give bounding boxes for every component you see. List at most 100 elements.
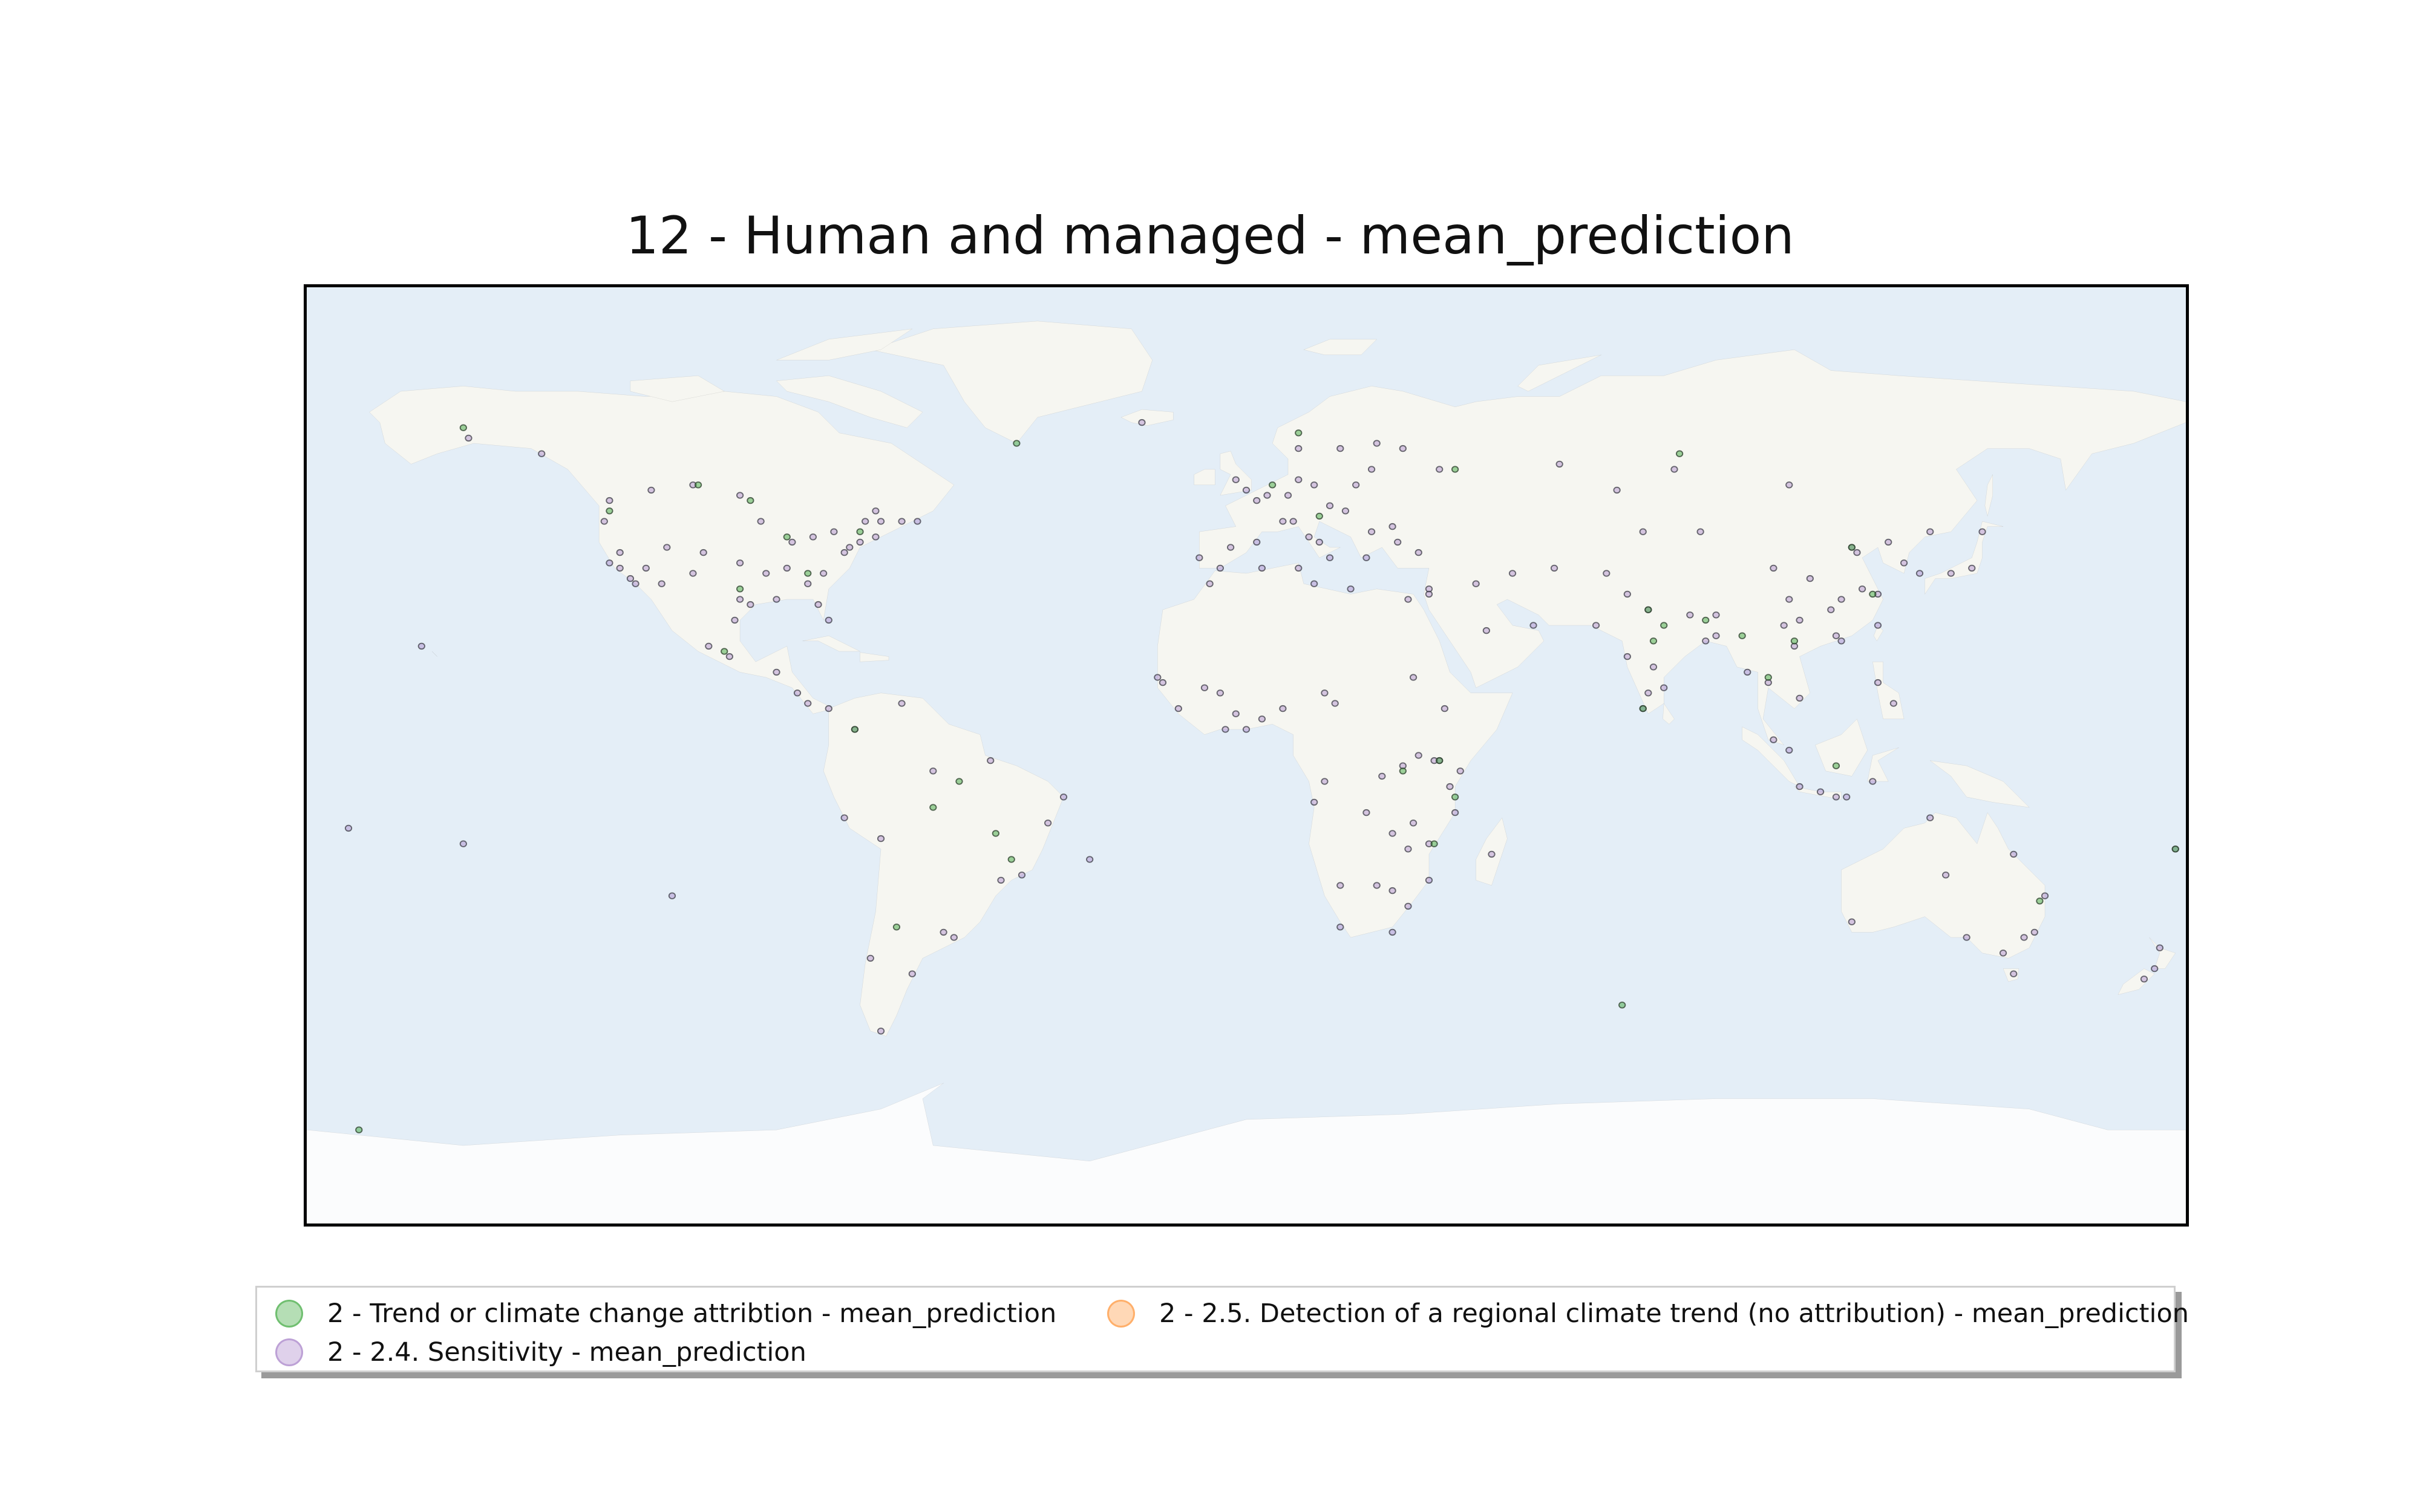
sensitivity-point [1221,726,1229,733]
sensitivity-point [658,580,666,587]
sensitivity-point [1853,549,1861,556]
trend-point [929,804,937,811]
sensitivity-point [987,757,995,764]
sensitivity-point [898,700,906,707]
sensitivity-point [1336,882,1344,889]
land-novaya-zemlya [1518,355,1601,391]
sensitivity-point [731,616,739,624]
world-map[interactable] [304,284,2189,1227]
sensitivity-point [898,518,906,525]
sensitivity-point [705,642,713,650]
land-borneo [1815,719,1867,777]
trend-point [1639,705,1647,712]
trend-point [1618,1002,1626,1009]
sensitivity-point [877,1028,885,1035]
sensitivity-point [1242,486,1251,494]
sensitivity-point [872,507,880,515]
trend-point [1675,450,1684,457]
sensitivity-point [1796,616,1804,624]
land-new-guinea [1930,761,2029,807]
sensitivity-point [1550,564,1558,572]
land-victoria-island [630,376,724,402]
sensitivity-point [809,533,817,541]
sensitivity-point [417,642,425,650]
sensitivity-point [616,549,624,556]
trend-point [955,778,963,785]
sensitivity-point [1399,445,1407,452]
sensitivity-point [1295,445,1303,452]
trend-point [355,1126,363,1133]
sensitivity-point [1885,538,1892,546]
sensitivity-point [1263,492,1271,499]
sensitivity-point [1837,637,1845,645]
sensitivity-point [825,705,832,712]
sensitivity-point [997,876,1005,884]
sensitivity-point [1644,689,1652,697]
sensitivity-point [1154,674,1162,681]
sensitivity-point [2140,976,2148,983]
sensitivity-point [1394,538,1402,546]
sensitivity-point [689,570,697,577]
sensitivity-point [1508,570,1517,577]
sensitivity-point [1347,585,1355,593]
sensitivity-point [793,689,802,697]
sensitivity-point [1446,783,1454,790]
sensitivity-point [1843,793,1851,801]
sensitivity-point [1373,882,1381,889]
sensitivity-point [1482,627,1491,634]
sensitivity-point [1436,466,1444,473]
sensitivity-point [877,835,885,842]
trend-point [1451,793,1459,801]
sensitivity-point [788,538,796,546]
land-sulawesi [1868,748,1899,781]
sensitivity-point [1603,570,1611,577]
sensitivity-point [1785,596,1793,603]
land-ireland [1194,469,1215,485]
sensitivity-point [1310,580,1318,587]
sensitivity-point [1362,554,1370,561]
land-greenland [871,321,1153,443]
land-sakhalin [1985,475,1993,516]
sensitivity-point [1430,757,1438,764]
sensitivity-point [1529,622,1537,629]
sensitivity-point [2041,892,2049,899]
sensitivity-point [1200,684,1209,691]
trend-point [1315,512,1323,520]
sensitivity-point [830,528,838,535]
map-title: 12 - Human and managed - mean_prediction [626,206,1794,266]
sensitivity-point [1670,466,1678,473]
sensitivity-point [1378,772,1386,780]
land-layer [307,321,2186,1224]
sensitivity-point [725,653,733,660]
sensitivity-point [1321,689,1329,697]
sensitivity-point [1837,596,1845,603]
trend-point [736,585,744,593]
sensitivity-point [2030,928,2038,936]
trend-point [1451,466,1459,473]
sensitivity-point [642,564,650,572]
trend-point [992,830,999,837]
legend-marker-trend [275,1300,303,1328]
sensitivity-point [862,518,869,525]
land-new-zealand-south [2118,969,2154,995]
land-baffin-island [777,376,923,428]
sensitivity-point [1702,637,1710,645]
sensitivity-point [1780,622,1788,629]
legend-label-trend: 2 - Trend or climate change attribtion -… [327,1299,1057,1329]
sensitivity-point [1216,689,1224,697]
sensitivity-point [2010,970,2018,977]
sensitivity-point [1284,492,1292,499]
sensitivity-point [1409,674,1418,681]
legend-marker-detection [1107,1300,1135,1328]
land-sri-lanka [1663,703,1674,724]
sensitivity-point [1336,924,1344,931]
sensitivity-point [736,492,744,499]
sensitivity-point [699,549,707,556]
sensitivity-point [1367,466,1376,473]
sensitivity-point [1488,850,1496,858]
sensitivity-point [1900,559,1908,567]
sensitivity-point [1712,611,1720,619]
sensitivity-point [1279,518,1287,525]
land-eurasia [1199,350,2186,745]
sensitivity-point [1827,606,1835,613]
